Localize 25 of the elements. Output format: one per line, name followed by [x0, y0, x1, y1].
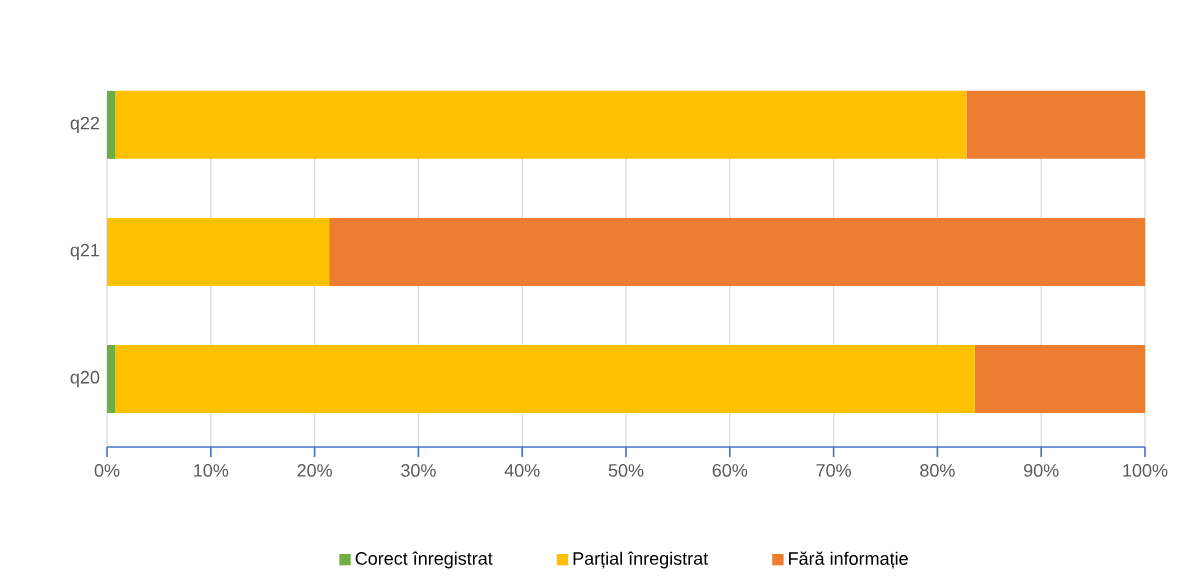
x-tick-label: 100% [1123, 464, 1168, 477]
bar [966, 90, 1145, 159]
x-tick-label: 90% [1024, 464, 1059, 477]
legend-label: Corect înregistrat [355, 551, 493, 569]
bar [115, 345, 975, 413]
bar [107, 345, 116, 413]
x-tick-label: 60% [712, 464, 748, 477]
x-tick-label: 10% [194, 464, 229, 477]
y-tick-label: q20 [70, 370, 100, 388]
x-tick-label: 0% [94, 464, 120, 477]
bar [329, 217, 1145, 286]
bar [115, 90, 967, 159]
x-tick-label: 50% [608, 464, 644, 477]
x-tick-label: 40% [504, 464, 540, 477]
legend-label: Parțial înregistrat [573, 551, 709, 569]
y-tick-label: q22 [70, 116, 100, 133]
bar [107, 217, 330, 286]
bar [974, 345, 1145, 413]
x-tick-label: 20% [297, 464, 332, 477]
y-tick-label: q21 [70, 243, 100, 261]
legend-label: Fără informație [789, 551, 908, 569]
x-tick-label: 30% [401, 464, 436, 477]
x-tick-label: 80% [920, 464, 955, 477]
bar [107, 90, 116, 159]
x-tick-label: 70% [816, 464, 851, 477]
